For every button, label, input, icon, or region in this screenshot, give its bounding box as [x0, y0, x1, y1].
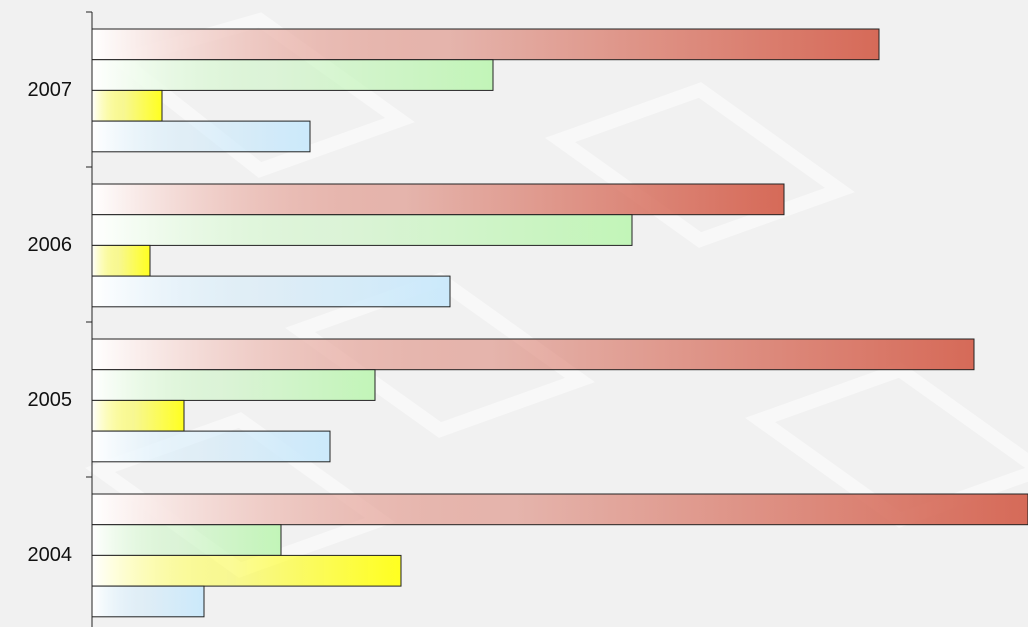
- bar: [91, 120, 311, 153]
- y-tick-label: 2004: [28, 544, 73, 566]
- bar: [91, 369, 376, 401]
- bar: [91, 493, 1028, 526]
- bar: [91, 183, 785, 216]
- bar: [91, 585, 205, 618]
- bar: [91, 524, 282, 556]
- bar: [91, 28, 880, 61]
- bar: [91, 89, 163, 122]
- y-tick-label: 2006: [28, 234, 73, 256]
- bar: [91, 214, 633, 246]
- y-tick-label: 2007: [28, 79, 73, 101]
- bar: [91, 275, 451, 308]
- y-tick-label: 2005: [28, 389, 73, 411]
- bar: [91, 59, 494, 91]
- bar: [91, 399, 185, 432]
- bar: [91, 338, 975, 371]
- bar: [91, 554, 402, 587]
- bar: [91, 430, 331, 463]
- bar: [91, 244, 151, 277]
